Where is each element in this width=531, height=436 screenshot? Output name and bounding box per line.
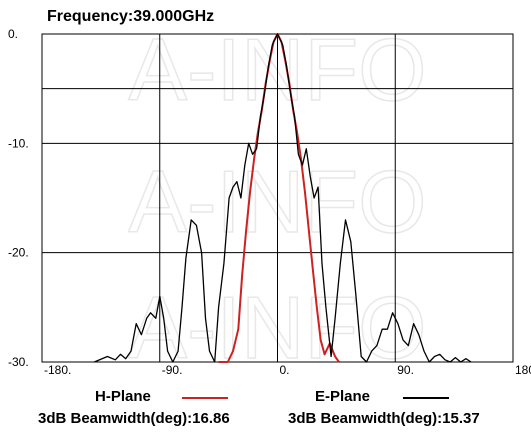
series-layer	[94, 33, 472, 363]
x-tick-label: 90.	[397, 363, 414, 377]
grid	[41, 33, 514, 363]
y-tick-label: 0.	[8, 27, 18, 41]
legend-h-plane-label: H-Plane	[95, 388, 151, 405]
legend-e-plane-label: E-Plane	[315, 388, 371, 405]
legend-e-beamwidth: 3dB Beamwidth(deg):15.37	[288, 410, 480, 427]
legend-e-plane-swatch	[403, 397, 449, 399]
tick-labels: -180. -90. 0. 90. 180. 0. -10. -20. -30.	[8, 27, 531, 377]
e-plane-line	[94, 33, 472, 363]
x-tick-label: -180.	[44, 363, 71, 377]
chart-title: Frequency:39.000GHz	[47, 8, 215, 25]
x-tick-label: 0.	[280, 363, 290, 377]
y-tick-label: -30.	[8, 355, 29, 369]
legend-h-plane-swatch	[182, 397, 228, 399]
x-tick-label: 180.	[515, 363, 531, 377]
y-tick-label: -10.	[8, 136, 29, 150]
legend-h-beamwidth: 3dB Beamwidth(deg):16.86	[38, 410, 230, 427]
x-tick-label: -90.	[162, 363, 183, 377]
y-tick-label: -20.	[8, 246, 29, 260]
